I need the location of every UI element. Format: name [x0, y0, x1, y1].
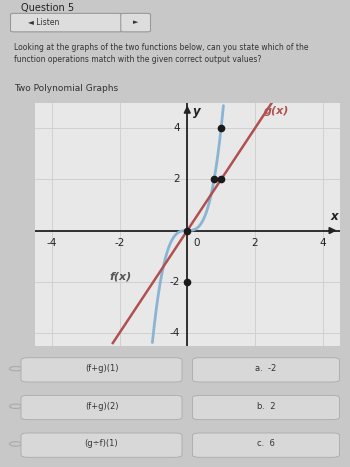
Text: x: x	[330, 211, 338, 223]
Text: (f+g)(2): (f+g)(2)	[85, 402, 118, 411]
FancyBboxPatch shape	[21, 358, 182, 382]
FancyBboxPatch shape	[121, 14, 150, 32]
Text: 2: 2	[173, 175, 180, 184]
Text: g(x): g(x)	[263, 106, 289, 116]
Text: ►: ►	[133, 19, 138, 25]
Text: (f+g)(1): (f+g)(1)	[85, 364, 118, 373]
FancyBboxPatch shape	[193, 433, 340, 457]
Text: b.  2: b. 2	[257, 402, 275, 411]
Text: Looking at the graphs of the two functions below, can you state which of the
fun: Looking at the graphs of the two functio…	[14, 43, 308, 64]
Text: -4: -4	[47, 238, 57, 248]
Text: -4: -4	[169, 328, 180, 338]
Text: c.  6: c. 6	[257, 439, 275, 448]
FancyBboxPatch shape	[21, 433, 182, 457]
FancyBboxPatch shape	[193, 396, 340, 420]
Text: 4: 4	[173, 123, 180, 133]
Text: a.  -2: a. -2	[256, 364, 276, 373]
Text: 4: 4	[319, 238, 326, 248]
FancyBboxPatch shape	[193, 358, 340, 382]
FancyBboxPatch shape	[21, 396, 182, 420]
Text: (g÷f)(1): (g÷f)(1)	[85, 439, 118, 448]
Text: -2: -2	[169, 276, 180, 287]
Text: -2: -2	[114, 238, 125, 248]
FancyBboxPatch shape	[10, 14, 122, 32]
Text: Question 5: Question 5	[21, 3, 74, 13]
Text: f(x): f(x)	[110, 271, 132, 281]
Text: ◄ Listen: ◄ Listen	[28, 18, 60, 27]
Text: 0: 0	[193, 238, 200, 248]
Text: 2: 2	[252, 238, 258, 248]
Text: Two Polynomial Graphs: Two Polynomial Graphs	[14, 84, 118, 93]
Text: y: y	[193, 105, 201, 118]
